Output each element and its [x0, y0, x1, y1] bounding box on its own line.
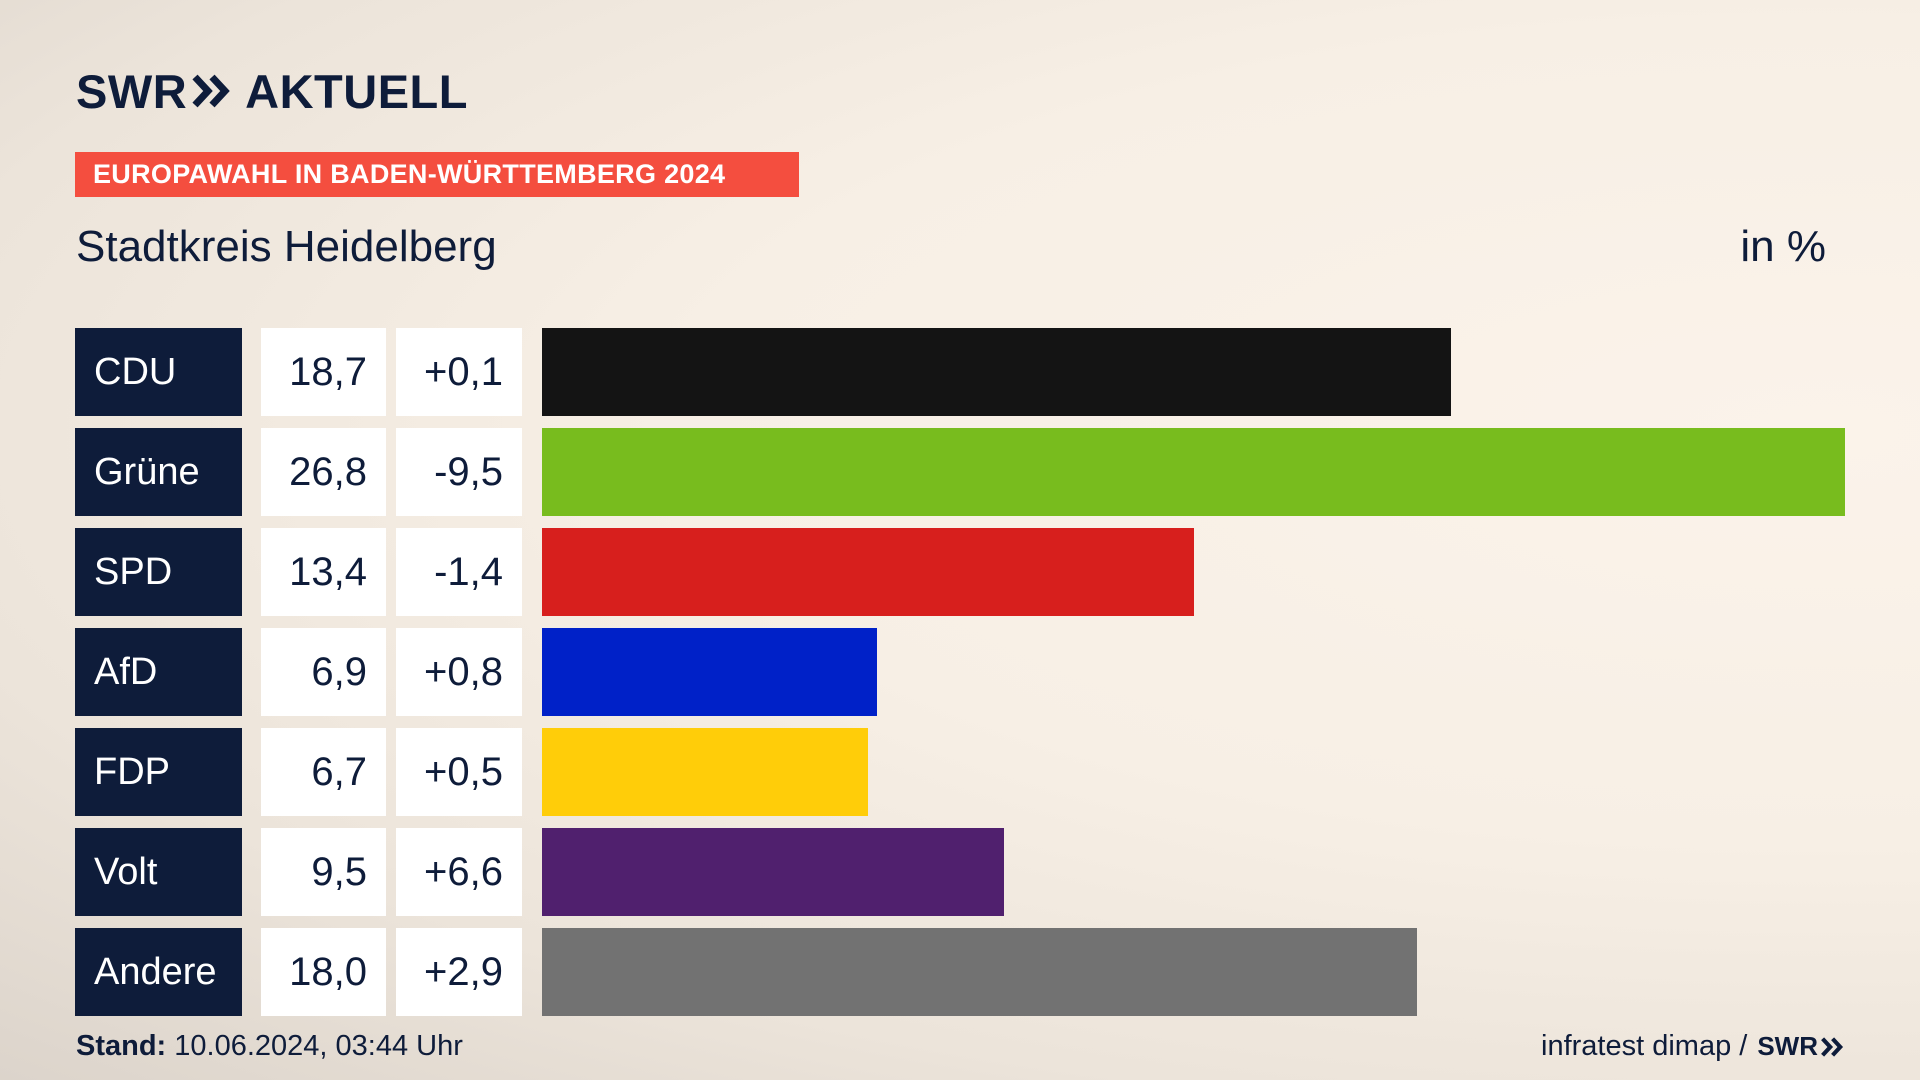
result-row: CDU 18,7 +0,1: [75, 328, 1845, 416]
vote-share-value: 18,7: [261, 328, 386, 416]
vote-share-change: -9,5: [396, 428, 522, 516]
source-credit: infratest dimap / SWR: [1541, 1030, 1844, 1063]
stand-value: 10.06.2024, 03:44 Uhr: [174, 1030, 463, 1062]
small-double-chevron-icon: [1821, 1036, 1844, 1057]
double-chevron-icon: [191, 74, 231, 108]
result-row: Volt 9,5 +6,6: [75, 828, 1845, 916]
vote-share-value: 18,0: [261, 928, 386, 1016]
swr-aktuell-logo: SWR AKTUELL: [76, 64, 468, 118]
vote-share-change: +0,8: [396, 628, 522, 716]
vote-share-value: 9,5: [261, 828, 386, 916]
result-row: SPD 13,4 -1,4: [75, 528, 1845, 616]
vote-share-value: 6,9: [261, 628, 386, 716]
chart-subtitle: Stadtkreis Heidelberg: [76, 222, 497, 271]
result-bar: [542, 728, 868, 816]
party-label: AfD: [75, 628, 242, 716]
aktuell-logo-text: AKTUELL: [245, 64, 468, 118]
vote-share-value: 13,4: [261, 528, 386, 616]
result-row: Grüne 26,8 -9,5: [75, 428, 1845, 516]
unit-label: in %: [1740, 222, 1826, 271]
party-label: CDU: [75, 328, 242, 416]
result-bar: [542, 328, 1451, 416]
timestamp: Stand: 10.06.2024, 03:44 Uhr: [76, 1030, 463, 1063]
vote-share-change: +2,9: [396, 928, 522, 1016]
party-label: FDP: [75, 728, 242, 816]
vote-share-change: +6,6: [396, 828, 522, 916]
result-row: FDP 6,7 +0,5: [75, 728, 1845, 816]
result-row: AfD 6,9 +0,8: [75, 628, 1845, 716]
election-banner: EUROPAWAHL IN BADEN-WÜRTTEMBERG 2024: [75, 152, 799, 197]
vote-share-change: +0,5: [396, 728, 522, 816]
party-label: SPD: [75, 528, 242, 616]
swr-small-logo: SWR: [1757, 1031, 1844, 1062]
source-text: infratest dimap /: [1541, 1030, 1748, 1062]
result-bar: [542, 628, 877, 716]
result-bar: [542, 528, 1194, 616]
swr-logo-text: SWR: [76, 64, 188, 118]
stand-label: Stand:: [76, 1030, 167, 1062]
vote-share-change: -1,4: [396, 528, 522, 616]
result-row: Andere 18,0 +2,9: [75, 928, 1845, 1016]
result-bar: [542, 428, 1845, 516]
party-label: Grüne: [75, 428, 242, 516]
vote-share-value: 26,8: [261, 428, 386, 516]
vote-share-value: 6,7: [261, 728, 386, 816]
party-label: Andere: [75, 928, 242, 1016]
result-bar: [542, 828, 1004, 916]
vote-share-change: +0,1: [396, 328, 522, 416]
swr-small-text: SWR: [1757, 1031, 1818, 1061]
result-bar: [542, 928, 1417, 1016]
party-label: Volt: [75, 828, 242, 916]
